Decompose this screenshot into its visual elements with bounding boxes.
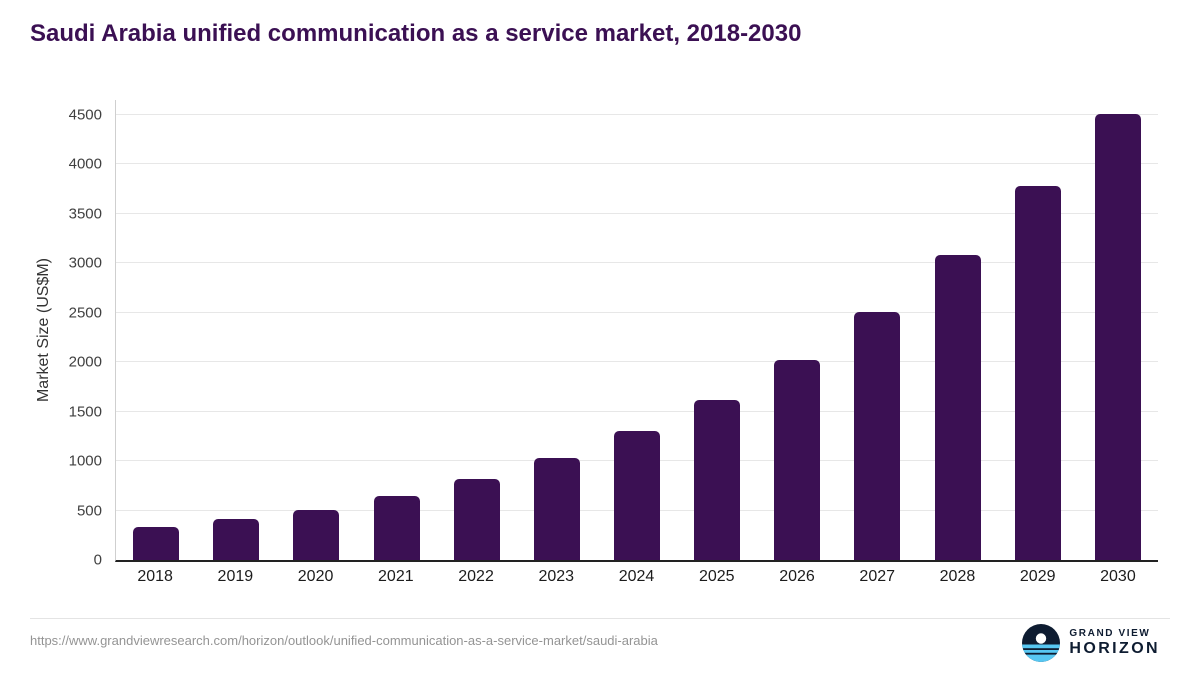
- bar-2018: [133, 527, 180, 560]
- y-tick-label: 4500: [68, 106, 102, 124]
- y-tick-label: 2000: [68, 353, 102, 371]
- bars-group: [116, 100, 1158, 560]
- bar-column: [837, 100, 917, 560]
- bar-column: [196, 100, 276, 560]
- x-tick-label: 2022: [458, 568, 494, 585]
- gridline: [116, 113, 1158, 115]
- footer-divider: [30, 618, 1170, 619]
- y-tick-label: 3000: [68, 254, 102, 272]
- brand-name: GRAND VIEW HORIZON: [1069, 628, 1160, 658]
- bar-2028: [934, 255, 981, 560]
- bar-column: [677, 100, 757, 560]
- x-axis-labels: 2018 2019 2020 2021 2022 2023 2024 2025 2026 2027…: [115, 568, 1158, 586]
- gridline: [116, 311, 1158, 313]
- bar-2022: [453, 478, 500, 560]
- x-tick-label: 2019: [217, 568, 254, 585]
- x-tick-label: 2024: [618, 568, 655, 585]
- horizon-logo-icon: [1022, 624, 1061, 662]
- y-tick-label: 2500: [68, 304, 102, 322]
- bar-column: [276, 100, 356, 560]
- bar-2019: [213, 519, 260, 560]
- bar-column: [998, 100, 1078, 560]
- bar-column: [356, 100, 436, 560]
- gridline: [116, 163, 1158, 165]
- bar-column: [918, 100, 998, 560]
- brand-name-top: GRAND VIEW: [1069, 628, 1151, 640]
- x-tick-label: 2029: [1019, 568, 1056, 585]
- source-url: https://www.grandviewresearch.com/horizo…: [30, 633, 658, 648]
- bar-2029: [1014, 186, 1061, 560]
- bar-column: [757, 100, 837, 560]
- x-tick-label: 2026: [779, 568, 815, 585]
- bar-2027: [854, 311, 901, 560]
- bar-2020: [293, 509, 340, 560]
- gridline: [116, 410, 1158, 412]
- bar-column: [1078, 100, 1158, 560]
- y-tick-label: 1000: [68, 452, 102, 470]
- y-axis-title: Market Size (US$M): [35, 257, 52, 403]
- bar-2024: [614, 431, 661, 560]
- page-title: Saudi Arabia unified communication as a …: [30, 20, 802, 47]
- bar-2026: [774, 360, 821, 560]
- y-tick-label: 3500: [68, 205, 102, 223]
- x-tick-label: 2021: [378, 568, 414, 585]
- x-tick-label: 2030: [1100, 568, 1136, 585]
- gridline: [116, 212, 1158, 214]
- bar-2023: [533, 458, 580, 560]
- bar-column: [597, 100, 677, 560]
- brand-logo: GRAND VIEW HORIZON: [1022, 624, 1160, 662]
- bar-2025: [694, 399, 741, 560]
- brand-name-bottom: HORIZON: [1069, 639, 1160, 657]
- x-tick-label: 2018: [137, 568, 173, 585]
- x-tick-label: 2023: [538, 568, 575, 585]
- x-tick-label: 2025: [698, 568, 735, 585]
- x-tick-label: 2020: [297, 568, 334, 585]
- gridline: [116, 361, 1158, 363]
- x-tick-label: 2028: [939, 568, 976, 585]
- bar-2021: [373, 495, 420, 560]
- bar-column: [437, 100, 517, 560]
- bar-column: [517, 100, 597, 560]
- gridline: [116, 262, 1158, 264]
- bar-column: [116, 100, 196, 560]
- y-tick-label: 0: [93, 551, 102, 569]
- plot-area: 0 500 1000 1500 2000 2500 3000 3500 4000 4500: [69, 100, 1158, 569]
- bar-2030: [1094, 113, 1141, 560]
- x-tick-label: 2027: [859, 568, 896, 585]
- y-tick-label: 500: [76, 502, 102, 520]
- y-tick-label: 1500: [68, 403, 102, 421]
- y-tick-label: 4000: [68, 155, 102, 173]
